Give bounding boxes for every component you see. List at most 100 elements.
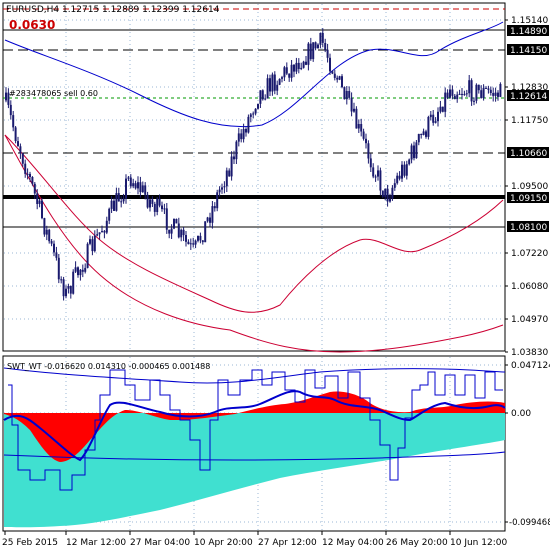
- candle-body: [384, 188, 387, 197]
- candle-body: [139, 182, 142, 193]
- candle-body: [314, 42, 317, 49]
- candle-body: [98, 232, 101, 235]
- candle-body: [67, 286, 70, 289]
- candle-body: [405, 164, 408, 176]
- candle-body: [127, 177, 130, 179]
- candle-body: [396, 175, 399, 184]
- candle-body: [401, 164, 403, 179]
- candle-body: [372, 167, 375, 177]
- candle-body: [235, 141, 238, 160]
- candle-body: [420, 134, 423, 135]
- order-label[interactable]: #283478065 sell 0.60: [9, 89, 98, 98]
- candle-body: [324, 43, 327, 50]
- candle-body: [285, 67, 288, 74]
- candle-body: [417, 134, 420, 143]
- time-label: 10 Jun 12:00: [450, 538, 507, 548]
- candle-body: [170, 228, 173, 234]
- candle-body: [177, 223, 180, 238]
- candle-body: [197, 235, 199, 241]
- candle-body: [494, 92, 497, 96]
- candle-body: [463, 94, 466, 96]
- price-tick-label: 1.15140: [511, 16, 548, 26]
- candle-body: [273, 74, 276, 91]
- candle-body: [129, 177, 132, 187]
- candle-body: [497, 92, 499, 97]
- candle-body: [223, 186, 226, 188]
- candle-body: [211, 206, 214, 223]
- candle-body: [468, 80, 471, 94]
- time-label: 10 Apr 20:00: [194, 538, 253, 548]
- price-tick-label: 1.12830: [511, 83, 548, 93]
- candle-body: [432, 114, 435, 123]
- candle-body: [437, 111, 439, 122]
- candle-body: [149, 199, 151, 208]
- candle-body: [360, 124, 363, 132]
- candle-body: [350, 97, 353, 112]
- candle-body: [125, 178, 127, 199]
- price-axis: 1.15140 1.12830 1.11750 1.09500 1.07220 …: [505, 16, 548, 358]
- price-badge: 1.14890: [510, 27, 547, 37]
- price-badge: 1.08100: [510, 223, 547, 233]
- candle-body: [69, 286, 72, 294]
- candle-body: [362, 131, 365, 139]
- candle-body: [422, 131, 425, 135]
- candle-body: [201, 240, 204, 243]
- candle-body: [338, 76, 341, 80]
- candle-body: [242, 129, 245, 140]
- price-badge: 1.14150: [510, 46, 547, 56]
- candle-body: [492, 93, 495, 96]
- candle-body: [103, 231, 106, 233]
- candle-body: [477, 84, 480, 91]
- candle-body: [480, 90, 483, 99]
- candle-body: [281, 77, 283, 79]
- candle-body: [425, 131, 427, 137]
- candle-body: [379, 170, 382, 191]
- candle-body: [249, 114, 252, 117]
- candle-body: [185, 235, 187, 242]
- candle-body: [288, 73, 291, 78]
- candle-body: [353, 108, 355, 112]
- time-label: 27 Mar 04:00: [130, 538, 190, 548]
- candle-body: [233, 156, 235, 160]
- candle-body: [43, 218, 46, 235]
- price-tick-label: 1.04970: [511, 315, 548, 325]
- price-tick-label: 1.03830: [511, 348, 548, 358]
- candle-body: [410, 145, 413, 160]
- candle-body: [317, 44, 319, 49]
- candle-body: [14, 127, 17, 141]
- oscillator-main-line: [3, 390, 506, 462]
- candle-body: [470, 80, 473, 102]
- candle-body: [245, 129, 247, 133]
- candle-body: [321, 33, 324, 43]
- candle-body: [391, 187, 394, 199]
- candle-body: [482, 87, 485, 99]
- price-tick-label: 1.07220: [511, 249, 548, 259]
- candle-body: [271, 74, 274, 92]
- candle-body: [120, 201, 123, 203]
- candle-body: [333, 73, 336, 78]
- price-badges: 1.14890 1.14150 1.12614 1.10660 1.09150 …: [507, 25, 549, 233]
- candle-body: [141, 185, 144, 193]
- candle-body: [144, 185, 147, 195]
- candle-body: [96, 234, 99, 236]
- candle-body: [240, 133, 243, 140]
- ma-blue-line: [4, 21, 504, 128]
- candle-body: [343, 87, 346, 100]
- candle-body: [173, 219, 175, 229]
- candle-body: [146, 194, 149, 208]
- candle-body: [276, 84, 279, 91]
- candle-body: [393, 183, 396, 188]
- candle-body: [38, 200, 41, 204]
- candle-body: [427, 117, 430, 137]
- candle-body: [453, 95, 456, 100]
- candle-body: [290, 64, 293, 78]
- candle-body: [230, 156, 233, 177]
- price-badge: 1.12614: [510, 92, 547, 102]
- price-badge: 1.10660: [510, 149, 547, 159]
- candle-body: [341, 76, 343, 88]
- candle-body: [228, 170, 231, 177]
- candle-body: [156, 198, 159, 212]
- candle-body: [60, 279, 63, 281]
- candle-body: [9, 104, 12, 116]
